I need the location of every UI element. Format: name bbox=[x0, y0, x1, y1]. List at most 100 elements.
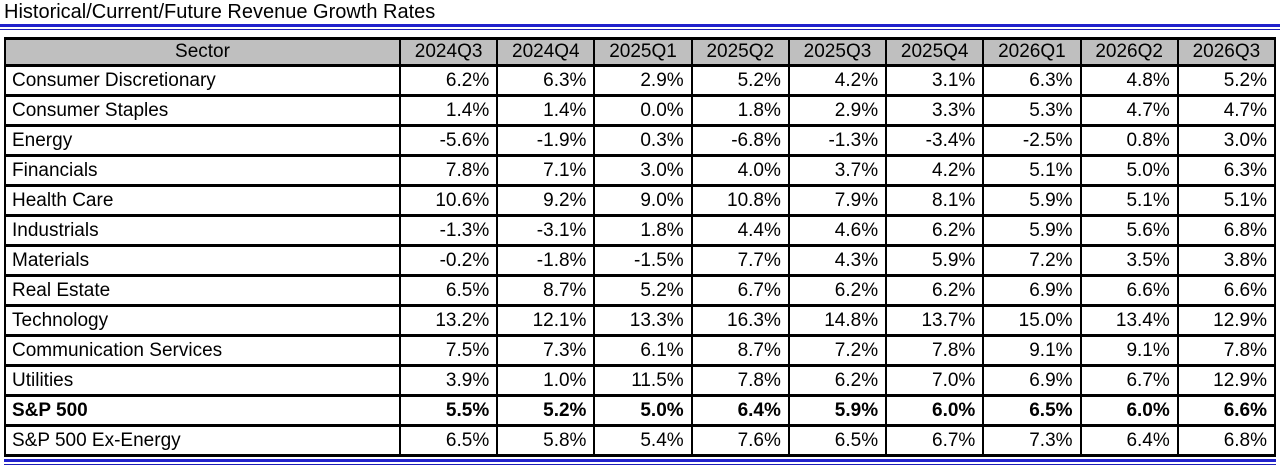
value-cell: 6.7% bbox=[690, 274, 790, 307]
value-cell: -5.6% bbox=[398, 124, 499, 157]
value-cell: 6.7% bbox=[1079, 364, 1179, 397]
column-header-2024q3: 2024Q3 bbox=[398, 37, 499, 67]
value-cell: 10.8% bbox=[690, 184, 790, 217]
value-cell: 3.9% bbox=[398, 364, 499, 397]
value-cell: 4.3% bbox=[787, 244, 888, 277]
value-cell: 5.9% bbox=[885, 244, 985, 277]
value-cell: 1.8% bbox=[690, 94, 790, 127]
value-cell: 6.9% bbox=[982, 364, 1082, 397]
value-cell: 6.4% bbox=[690, 394, 790, 427]
value-cell: 6.8% bbox=[1176, 424, 1277, 457]
value-cell: 15.0% bbox=[982, 304, 1082, 337]
value-cell: 9.1% bbox=[1079, 334, 1179, 367]
sector-cell: Real Estate bbox=[4, 274, 401, 307]
column-header-2026q1: 2026Q1 bbox=[982, 37, 1082, 67]
value-cell: 13.2% bbox=[398, 304, 499, 337]
table-row: Consumer Staples 1.4% 1.4% 0.0% 1.8% 2.9% 3.3%… bbox=[4, 94, 1277, 127]
table-header-row: Sector 2024Q3 2024Q4 2025Q1 2025Q2 2025Q3 2025… bbox=[4, 37, 1277, 67]
table-row: Materials -0.2% -1.8% -1.5% 7.7% 4.3% 5.9% 7.2%… bbox=[4, 244, 1277, 277]
value-cell: 16.3% bbox=[690, 304, 790, 337]
value-cell: 7.8% bbox=[1176, 334, 1277, 367]
value-cell: 13.3% bbox=[593, 304, 693, 337]
value-cell: 7.1% bbox=[496, 154, 596, 187]
value-cell: 7.3% bbox=[496, 334, 596, 367]
value-cell: -2.5% bbox=[982, 124, 1082, 157]
value-cell: 7.0% bbox=[885, 364, 985, 397]
value-cell: -1.9% bbox=[496, 124, 596, 157]
value-cell: 6.5% bbox=[398, 274, 499, 307]
column-header-sector: Sector bbox=[4, 37, 401, 67]
table-row: Financials 7.8% 7.1% 3.0% 4.0% 3.7% 4.2% 5.1% 5.… bbox=[4, 154, 1277, 187]
value-cell: 4.0% bbox=[690, 154, 790, 187]
value-cell: 3.0% bbox=[1176, 124, 1277, 157]
value-cell: 3.1% bbox=[885, 64, 985, 97]
value-cell: 5.6% bbox=[1079, 214, 1179, 247]
value-cell: 12.1% bbox=[496, 304, 596, 337]
sector-cell: Consumer Staples bbox=[4, 94, 401, 127]
sector-cell: Utilities bbox=[4, 364, 401, 397]
value-cell: 11.5% bbox=[593, 364, 693, 397]
column-header-2025q2: 2025Q2 bbox=[690, 37, 790, 67]
value-cell: 0.0% bbox=[593, 94, 693, 127]
value-cell: -1.3% bbox=[787, 124, 888, 157]
value-cell: 6.2% bbox=[885, 274, 985, 307]
column-header-2025q4: 2025Q4 bbox=[885, 37, 985, 67]
value-cell: 5.1% bbox=[982, 154, 1082, 187]
value-cell: 6.0% bbox=[885, 394, 985, 427]
value-cell: 8.7% bbox=[496, 274, 596, 307]
sector-cell: Health Care bbox=[4, 184, 401, 217]
value-cell: 7.8% bbox=[398, 154, 499, 187]
value-cell: 6.9% bbox=[982, 274, 1082, 307]
value-cell: 7.2% bbox=[787, 334, 888, 367]
value-cell: -6.8% bbox=[690, 124, 790, 157]
value-cell: 6.3% bbox=[496, 64, 596, 97]
value-cell: 9.2% bbox=[496, 184, 596, 217]
value-cell: -1.8% bbox=[496, 244, 596, 277]
value-cell: 6.5% bbox=[982, 394, 1082, 427]
table-row: Health Care 10.6% 9.2% 9.0% 10.8% 7.9% 8.1% 5.9… bbox=[4, 184, 1277, 217]
value-cell: -1.3% bbox=[398, 214, 499, 247]
value-cell: 4.6% bbox=[787, 214, 888, 247]
table-row: S&P 500 5.5% 5.2% 5.0% 6.4% 5.9% 6.0% 6.5% 6.0% 6… bbox=[4, 394, 1277, 427]
value-cell: 0.3% bbox=[593, 124, 693, 157]
value-cell: 3.8% bbox=[1176, 244, 1277, 277]
value-cell: -3.4% bbox=[885, 124, 985, 157]
page-title: Historical/Current/Future Revenue Growth… bbox=[4, 1, 436, 23]
sector-cell: S&P 500 bbox=[4, 394, 401, 427]
value-cell: 6.5% bbox=[398, 424, 499, 457]
value-cell: 4.7% bbox=[1176, 94, 1277, 127]
value-cell: 5.4% bbox=[593, 424, 693, 457]
value-cell: 5.3% bbox=[982, 94, 1082, 127]
value-cell: 5.1% bbox=[1176, 184, 1277, 217]
value-cell: 13.7% bbox=[885, 304, 985, 337]
table-row: Consumer Discretionary 6.2% 6.3% 2.9% 5.2% 4.… bbox=[4, 64, 1277, 97]
value-cell: 6.3% bbox=[982, 64, 1082, 97]
value-cell: 7.3% bbox=[982, 424, 1082, 457]
sector-cell: Materials bbox=[4, 244, 401, 277]
value-cell: 6.8% bbox=[1176, 214, 1277, 247]
value-cell: 3.7% bbox=[787, 154, 888, 187]
value-cell: 8.1% bbox=[885, 184, 985, 217]
value-cell: 5.9% bbox=[787, 394, 888, 427]
value-cell: -1.5% bbox=[593, 244, 693, 277]
table-row: Technology 13.2% 12.1% 13.3% 16.3% 14.8% 13.7%… bbox=[4, 304, 1277, 337]
value-cell: 9.0% bbox=[593, 184, 693, 217]
value-cell: 7.9% bbox=[787, 184, 888, 217]
value-cell: 6.6% bbox=[1176, 274, 1277, 307]
value-cell: 7.2% bbox=[982, 244, 1082, 277]
value-cell: 5.9% bbox=[982, 214, 1082, 247]
table-row: Industrials -1.3% -3.1% 1.8% 4.4% 4.6% 6.2% 5.9… bbox=[4, 214, 1277, 247]
value-cell: 6.4% bbox=[1079, 424, 1179, 457]
value-cell: 7.7% bbox=[690, 244, 790, 277]
table-row: S&P 500 Ex-Energy 6.5% 5.8% 5.4% 7.6% 6.5% 6.7… bbox=[4, 424, 1277, 457]
sector-cell: Financials bbox=[4, 154, 401, 187]
value-cell: 5.2% bbox=[496, 394, 596, 427]
value-cell: 6.7% bbox=[885, 424, 985, 457]
value-cell: 3.3% bbox=[885, 94, 985, 127]
table-header: Sector 2024Q3 2024Q4 2025Q1 2025Q2 2025Q3 2025… bbox=[4, 37, 1277, 67]
value-cell: 14.8% bbox=[787, 304, 888, 337]
value-cell: 2.9% bbox=[593, 64, 693, 97]
value-cell: 6.3% bbox=[1176, 154, 1277, 187]
value-cell: 5.0% bbox=[1079, 154, 1179, 187]
